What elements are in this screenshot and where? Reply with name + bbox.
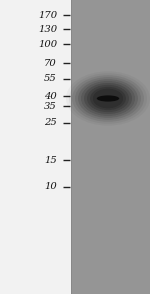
Ellipse shape <box>69 73 147 124</box>
Ellipse shape <box>87 85 129 112</box>
Text: 130: 130 <box>38 25 57 34</box>
Text: 70: 70 <box>44 59 57 68</box>
Ellipse shape <box>72 75 144 122</box>
Text: 35: 35 <box>44 102 57 111</box>
Ellipse shape <box>97 95 119 101</box>
Ellipse shape <box>78 79 138 118</box>
FancyBboxPatch shape <box>0 0 70 294</box>
Ellipse shape <box>75 77 141 120</box>
Text: 10: 10 <box>44 182 57 191</box>
Text: 100: 100 <box>38 40 57 49</box>
Ellipse shape <box>81 81 135 116</box>
Ellipse shape <box>93 89 123 108</box>
Text: 15: 15 <box>44 156 57 165</box>
Ellipse shape <box>84 83 132 114</box>
Ellipse shape <box>90 87 126 110</box>
Text: 25: 25 <box>44 118 57 127</box>
Text: 55: 55 <box>44 74 57 83</box>
Text: 170: 170 <box>38 11 57 20</box>
Text: 40: 40 <box>44 92 57 101</box>
